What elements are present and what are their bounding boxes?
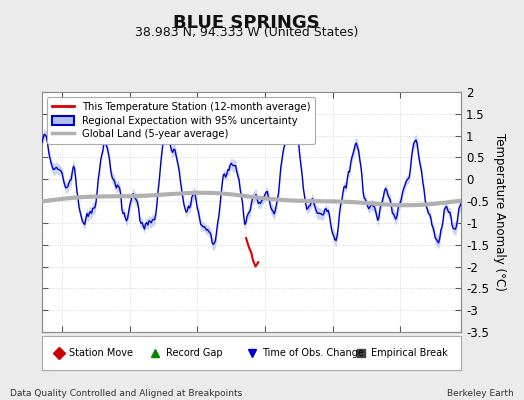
Text: 38.983 N, 94.333 W (United States): 38.983 N, 94.333 W (United States) — [135, 26, 358, 39]
Text: Empirical Break: Empirical Break — [371, 348, 447, 358]
Text: Time of Obs. Change: Time of Obs. Change — [262, 348, 364, 358]
Text: Data Quality Controlled and Aligned at Breakpoints: Data Quality Controlled and Aligned at B… — [10, 389, 243, 398]
Text: Record Gap: Record Gap — [166, 348, 222, 358]
Legend: This Temperature Station (12-month average), Regional Expectation with 95% uncer: This Temperature Station (12-month avera… — [47, 97, 315, 144]
Text: Berkeley Earth: Berkeley Earth — [447, 389, 514, 398]
Y-axis label: Temperature Anomaly (°C): Temperature Anomaly (°C) — [493, 133, 506, 291]
Text: Station Move: Station Move — [69, 348, 133, 358]
Text: BLUE SPRINGS: BLUE SPRINGS — [173, 14, 320, 32]
